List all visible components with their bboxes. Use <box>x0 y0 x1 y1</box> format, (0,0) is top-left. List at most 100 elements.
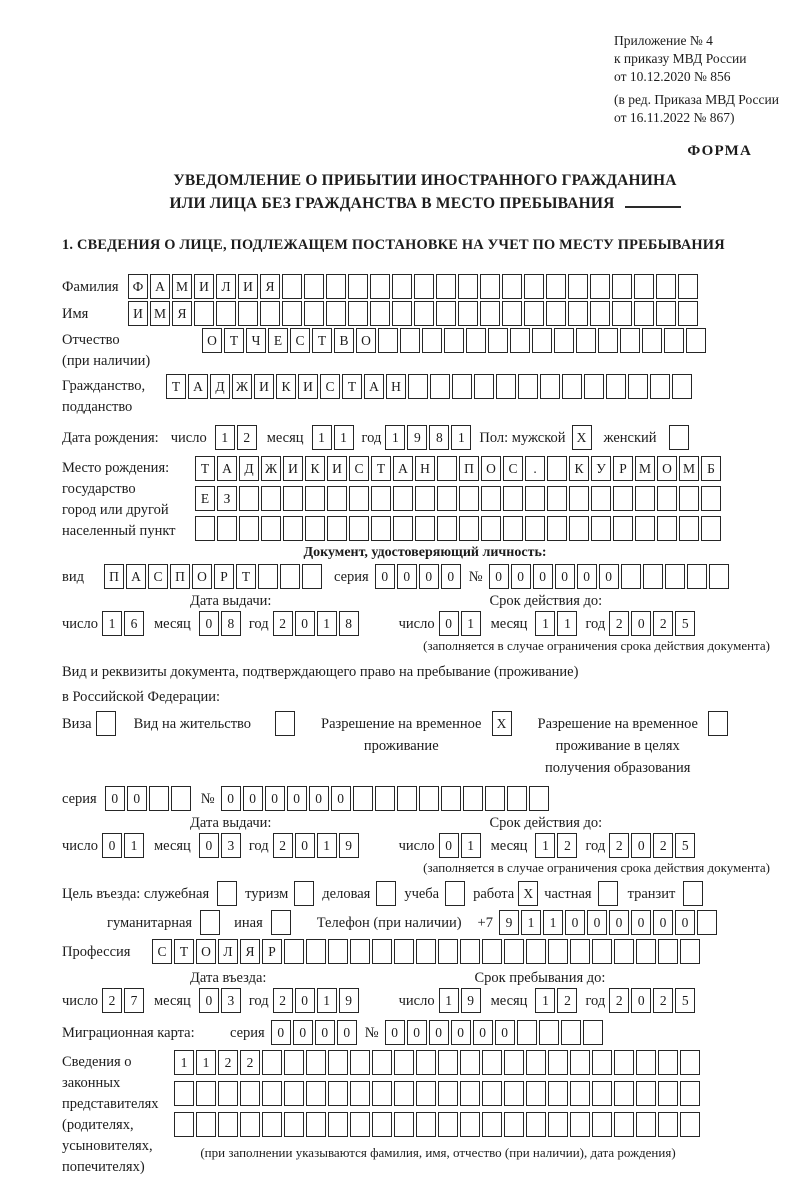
profession-char-box[interactable] <box>438 938 458 964</box>
birthplace-char-box[interactable]: Ж <box>261 456 281 482</box>
surname-char-box[interactable]: И <box>194 274 214 300</box>
legal-reps-char-box[interactable] <box>658 1080 678 1106</box>
birthplace-char-box[interactable]: И <box>283 456 303 482</box>
resident-number-box[interactable] <box>506 785 527 811</box>
resident-valid-year-box[interactable]: 2 <box>653 832 674 858</box>
surname-char-box[interactable]: Я <box>260 274 280 300</box>
entry-year-box[interactable]: 0 <box>294 987 315 1013</box>
citizenship-char-box[interactable] <box>452 374 472 400</box>
doc-valid-year-box[interactable]: 5 <box>675 611 696 637</box>
birthplace-char-box[interactable] <box>283 486 303 512</box>
citizenship-char-box[interactable]: Н <box>386 374 406 400</box>
visa-checkbox[interactable] <box>95 711 116 737</box>
resident-valid-year-box[interactable]: 5 <box>675 832 696 858</box>
resident-number-box[interactable] <box>440 785 461 811</box>
resident-number-box[interactable] <box>374 785 395 811</box>
doc-number-box[interactable] <box>664 564 685 590</box>
legal-reps-char-box[interactable] <box>262 1049 282 1075</box>
profession-char-box[interactable] <box>394 938 414 964</box>
citizenship-char-box[interactable] <box>650 374 670 400</box>
migration-number-box[interactable]: 0 <box>472 1019 493 1045</box>
legal-reps-char-box[interactable] <box>658 1111 678 1137</box>
phone-digit-box[interactable]: 0 <box>674 909 695 935</box>
patronymic-char-box[interactable] <box>686 328 706 354</box>
resident-valid-month-box[interactable]: 1 <box>535 832 556 858</box>
stay-month-box[interactable]: 1 <box>535 987 556 1013</box>
surname-char-box[interactable] <box>590 274 610 300</box>
surname-char-box[interactable]: И <box>238 274 258 300</box>
legal-reps-char-box[interactable] <box>416 1049 436 1075</box>
birthplace-char-box[interactable] <box>239 516 259 542</box>
resident-valid-day-box[interactable]: 0 <box>438 832 459 858</box>
name-char-box[interactable] <box>260 301 280 327</box>
profession-char-box[interactable]: Р <box>262 938 282 964</box>
purpose-business-checkbox[interactable] <box>376 880 397 906</box>
migration-series-box[interactable]: 0 <box>292 1019 313 1045</box>
citizenship-char-box[interactable] <box>518 374 538 400</box>
citizenship-char-box[interactable]: Т <box>166 374 186 400</box>
purpose-work-checkbox[interactable]: X <box>518 880 539 906</box>
surname-char-box[interactable] <box>458 274 478 300</box>
citizenship-char-box[interactable] <box>408 374 428 400</box>
legal-reps-char-box[interactable] <box>218 1080 238 1106</box>
legal-reps-char-box[interactable] <box>526 1080 546 1106</box>
birthplace-char-box[interactable] <box>635 516 655 542</box>
resident-number-box[interactable]: 0 <box>308 785 329 811</box>
birthplace-char-box[interactable]: О <box>657 456 677 482</box>
legal-reps-char-box[interactable] <box>548 1049 568 1075</box>
profession-char-box[interactable] <box>680 938 700 964</box>
stay-year-box[interactable]: 5 <box>675 987 696 1013</box>
migration-number-box[interactable] <box>560 1019 581 1045</box>
birthplace-char-box[interactable] <box>635 486 655 512</box>
doc-series-box[interactable]: 0 <box>374 564 395 590</box>
migration-number-box[interactable]: 0 <box>384 1019 405 1045</box>
legal-reps-char-box[interactable]: 1 <box>196 1049 216 1075</box>
birthplace-char-box[interactable] <box>437 486 457 512</box>
resident-series-box[interactable]: 0 <box>104 785 125 811</box>
birthplace-char-box[interactable] <box>371 516 391 542</box>
name-char-box[interactable] <box>436 301 456 327</box>
entry-year-box[interactable]: 2 <box>272 987 293 1013</box>
birthplace-char-box[interactable] <box>283 516 303 542</box>
citizenship-char-box[interactable] <box>430 374 450 400</box>
doc-issue-year-box[interactable]: 0 <box>294 611 315 637</box>
legal-reps-char-box[interactable] <box>284 1049 304 1075</box>
name-char-box[interactable] <box>282 301 302 327</box>
name-char-box[interactable] <box>590 301 610 327</box>
name-char-box[interactable] <box>458 301 478 327</box>
doc-kind-char-box[interactable]: Р <box>214 564 234 590</box>
legal-reps-char-box[interactable] <box>636 1049 656 1075</box>
birthplace-char-box[interactable] <box>503 516 523 542</box>
profession-char-box[interactable] <box>460 938 480 964</box>
birthplace-char-box[interactable] <box>679 486 699 512</box>
doc-kind-char-box[interactable] <box>302 564 322 590</box>
patronymic-char-box[interactable]: О <box>356 328 376 354</box>
legal-reps-char-box[interactable] <box>394 1080 414 1106</box>
surname-char-box[interactable] <box>392 274 412 300</box>
migration-number-box[interactable]: 0 <box>428 1019 449 1045</box>
birth-year-box[interactable]: 8 <box>429 425 450 451</box>
resident-series-box[interactable] <box>148 785 169 811</box>
citizenship-char-box[interactable] <box>474 374 494 400</box>
migration-number-box[interactable]: 0 <box>406 1019 427 1045</box>
migration-number-box[interactable] <box>538 1019 559 1045</box>
legal-reps-char-box[interactable]: 2 <box>240 1049 260 1075</box>
legal-reps-char-box[interactable] <box>394 1111 414 1137</box>
birth-year-box[interactable]: 1 <box>385 425 406 451</box>
profession-char-box[interactable] <box>350 938 370 964</box>
purpose-other-checkbox[interactable] <box>270 909 291 935</box>
resident-series-box[interactable]: 0 <box>126 785 147 811</box>
birthplace-char-box[interactable] <box>591 486 611 512</box>
profession-char-box[interactable] <box>504 938 524 964</box>
doc-issue-month-box[interactable]: 8 <box>220 611 241 637</box>
birthplace-char-box[interactable]: Р <box>613 456 633 482</box>
stay-day-box[interactable]: 1 <box>438 987 459 1013</box>
temp-permit-checkbox[interactable]: X <box>491 711 512 737</box>
phone-digit-box[interactable]: 0 <box>564 909 585 935</box>
profession-char-box[interactable] <box>372 938 392 964</box>
legal-reps-char-box[interactable] <box>174 1080 194 1106</box>
birthplace-char-box[interactable]: А <box>217 456 237 482</box>
patronymic-char-box[interactable] <box>378 328 398 354</box>
patronymic-char-box[interactable]: Т <box>312 328 332 354</box>
birthplace-char-box[interactable] <box>525 516 545 542</box>
